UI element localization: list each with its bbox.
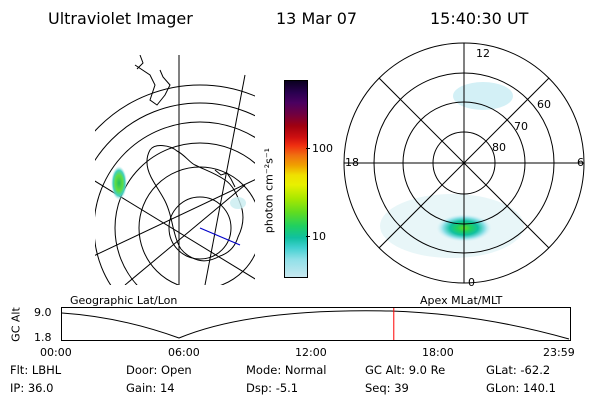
colorbar-unit-label: photon cm⁻²s⁻¹ (262, 147, 276, 234)
info-flt: Flt: LBHL (10, 363, 62, 377)
time-label: 15:40:30 UT (430, 9, 529, 28)
colorbar (284, 80, 308, 278)
alt-ylabel: GC Alt (9, 307, 23, 342)
mlat-label-70: 70 (514, 120, 528, 133)
geo-panel-label: Geographic Lat/Lon (70, 294, 178, 307)
info-seq: Seq: 39 (365, 381, 409, 395)
mlt-label-6: 6 (577, 156, 584, 169)
info-door: Door: Open (126, 363, 192, 377)
mlat-label-60: 60 (537, 98, 551, 111)
date-label: 13 Mar 07 (276, 9, 358, 28)
instrument-title: Ultraviolet Imager (48, 9, 193, 28)
info-gc-alt: GC Alt: 9.0 Re (365, 363, 446, 377)
alt-xtick-0: 00:00 (40, 346, 72, 359)
altitude-plot (61, 307, 571, 341)
info-gain: Gain: 14 (126, 381, 175, 395)
colorbar-tick-10: 10 (312, 230, 326, 243)
info-glat: GLat: -62.2 (486, 363, 551, 377)
alt-xtick-4: 23:59 (543, 346, 575, 359)
geographic-map (95, 55, 255, 285)
colorbar-tick-mark (306, 236, 310, 237)
alt-xtick-2: 12:00 (295, 346, 327, 359)
info-glon: GLon: 140.1 (486, 381, 556, 395)
colorbar-tick-mark (306, 148, 310, 149)
mlat-label-80: 80 (492, 141, 506, 154)
colorbar-tick-100: 100 (312, 142, 333, 155)
mlt-label-18: 18 (345, 156, 359, 169)
mlt-label-0: 0 (468, 276, 475, 289)
info-mode: Mode: Normal (246, 363, 327, 377)
info-dsp: Dsp: -5.1 (246, 381, 299, 395)
mag-panel-label: Apex MLat/MLT (420, 294, 503, 307)
alt-ytick-1-8: 1.8 (34, 331, 52, 344)
magnetic-polar-plot (343, 42, 585, 284)
mlt-label-12: 12 (476, 47, 490, 60)
alt-ytick-9: 9.0 (34, 306, 52, 319)
alt-xtick-3: 18:00 (422, 346, 454, 359)
info-ip: IP: 36.0 (10, 381, 54, 395)
alt-xtick-1: 06:00 (168, 346, 200, 359)
